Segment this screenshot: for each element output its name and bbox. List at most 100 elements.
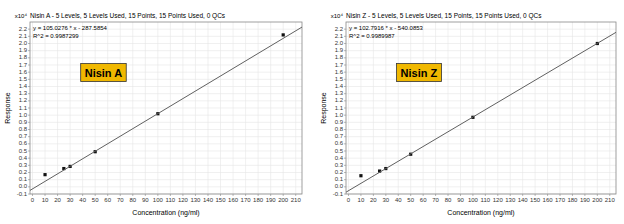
- y-exponent: x10⁴: [15, 13, 28, 19]
- y-tick-label: 1.9: [19, 47, 28, 53]
- grid-line: [270, 22, 271, 194]
- x-tick-label: 30: [382, 197, 389, 203]
- x-tick: [584, 194, 585, 196]
- x-tick: [233, 194, 234, 196]
- x-tick-label: 20: [370, 197, 377, 203]
- grid-line: [30, 72, 302, 73]
- y-tick-label: 1.3: [335, 90, 344, 96]
- x-tick-label: 210: [605, 197, 616, 203]
- x-tick-label: 200: [278, 197, 289, 203]
- grid-line: [346, 79, 616, 80]
- y-tick-label: 0.3: [19, 162, 28, 168]
- y-tick: [344, 36, 346, 37]
- grid-line: [346, 158, 616, 159]
- x-tick: [535, 194, 536, 196]
- grid-line: [485, 22, 486, 194]
- y-tick-label: 1.6: [335, 69, 344, 75]
- plot-area: [346, 22, 616, 194]
- grid-line: [346, 57, 616, 58]
- x-axis-label: Concentration (ng/ml): [447, 209, 514, 217]
- marks: [30, 27, 302, 190]
- panel: -0.10.00.10.20.30.40.50.60.70.80.91.01.1…: [320, 12, 616, 217]
- y-tick: [28, 136, 30, 137]
- y-tick-label: 1.4: [335, 83, 344, 89]
- x-tick: [398, 194, 399, 196]
- y-tick: [344, 86, 346, 87]
- y-tick: [344, 93, 346, 94]
- y-tick-label: 1.0: [335, 112, 344, 118]
- fit-line: [30, 27, 302, 190]
- y-tick: [344, 29, 346, 30]
- x-tick-label: 10: [42, 197, 49, 203]
- y-tick-label: 0.9: [335, 119, 344, 125]
- grid-line: [535, 22, 536, 194]
- figure: -0.10.00.10.20.30.40.50.60.70.80.91.01.1…: [0, 0, 624, 224]
- x-tick: [522, 194, 523, 196]
- y-tick-label: 0.6: [19, 140, 28, 146]
- grid-line: [120, 22, 121, 194]
- grid-line: [30, 100, 302, 101]
- y-tick-label: 0.0: [19, 183, 28, 189]
- grid-line: [346, 143, 616, 144]
- grid-line: [30, 122, 302, 123]
- x-tick: [32, 194, 33, 196]
- y-tick: [28, 108, 30, 109]
- y-tick: [28, 50, 30, 51]
- y-axis-label: Response: [320, 92, 328, 124]
- title: Nisin A - 5 Levels, 5 Levels Used, 15 Po…: [30, 12, 226, 20]
- x-tick-label: 120: [493, 197, 504, 203]
- equation: y = 105.0276 * x - 287.5854: [33, 25, 108, 31]
- x-tick-label: 160: [543, 197, 554, 203]
- grid-line: [346, 122, 616, 123]
- y-tick-label: 0.3: [335, 162, 344, 168]
- y-tick: [28, 122, 30, 123]
- y-tick-label: 0.2: [19, 169, 28, 175]
- x-tick: [510, 194, 511, 196]
- x-tick: [120, 194, 121, 196]
- grid-line: [597, 22, 598, 194]
- y-tick-label: 1.5: [335, 76, 344, 82]
- x-tick-label: 30: [67, 197, 74, 203]
- x-tick: [410, 194, 411, 196]
- x-tick-label: 70: [432, 197, 439, 203]
- grid-line: [30, 172, 302, 173]
- y-tick: [28, 115, 30, 116]
- x-tick: [609, 194, 610, 196]
- plot-area: [30, 22, 302, 194]
- title: Nisin Z - 5 Levels, 5 Levels Used, 15 Po…: [346, 12, 542, 20]
- axis-frame: [30, 22, 302, 194]
- grid-line: [107, 22, 108, 194]
- grid-line: [346, 50, 616, 51]
- x-tick-label: 100: [468, 197, 479, 203]
- y-tick: [344, 186, 346, 187]
- grid-line: [346, 86, 616, 87]
- x-tick-label: 60: [420, 197, 427, 203]
- y-tick: [28, 43, 30, 44]
- y-tick: [344, 100, 346, 101]
- x-tick: [70, 194, 71, 196]
- panel-label: Nisin A: [85, 67, 123, 79]
- y-tick: [28, 194, 30, 195]
- grid-line: [30, 65, 302, 66]
- x-tick: [195, 194, 196, 196]
- x-tick-label: 0: [347, 197, 351, 203]
- x-tick: [107, 194, 108, 196]
- x-tick-label: 110: [481, 197, 491, 203]
- axis-frame: [346, 22, 616, 194]
- y-tick: [28, 65, 30, 66]
- y-tick-label: 1.0: [19, 112, 28, 118]
- y-tick-label: 0.1: [19, 176, 28, 182]
- grid-line: [157, 22, 158, 194]
- y-tick: [28, 100, 30, 101]
- x-tick-label: 170: [555, 197, 566, 203]
- y-tick-label: 1.1: [335, 105, 344, 111]
- grid-line: [30, 115, 302, 116]
- x-tick: [560, 194, 561, 196]
- x-tick: [348, 194, 349, 196]
- fit-line: [346, 32, 616, 192]
- y-tick: [28, 186, 30, 187]
- y-tick: [28, 57, 30, 58]
- y-tick: [344, 108, 346, 109]
- grid-line: [30, 143, 302, 144]
- label-box: [397, 64, 442, 82]
